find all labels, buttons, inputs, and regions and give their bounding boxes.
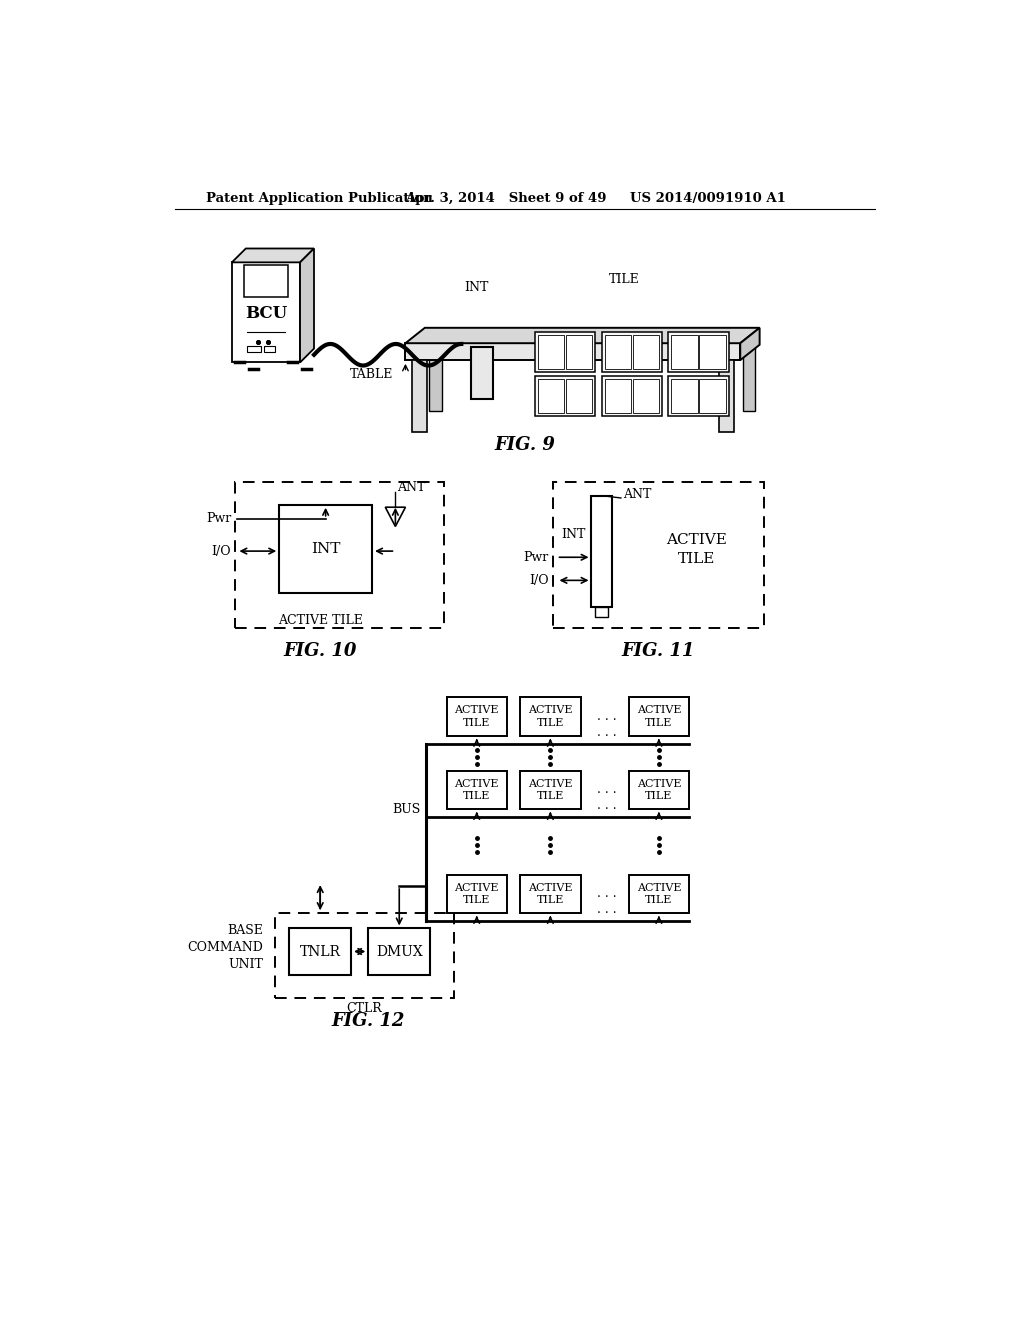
Bar bbox=[412, 360, 427, 432]
Text: INT: INT bbox=[465, 281, 488, 294]
Bar bbox=[275, 913, 454, 998]
Text: ACTIVE
TILE: ACTIVE TILE bbox=[528, 705, 572, 727]
Bar bbox=[446, 875, 507, 913]
Text: ACTIVE
TILE: ACTIVE TILE bbox=[455, 883, 499, 906]
Bar bbox=[520, 875, 581, 913]
Text: FIG. 10: FIG. 10 bbox=[284, 643, 357, 660]
Bar bbox=[369, 928, 430, 974]
Bar bbox=[629, 697, 689, 737]
Bar bbox=[538, 379, 564, 413]
Text: ACTIVE
TILE: ACTIVE TILE bbox=[528, 883, 572, 906]
Bar bbox=[234, 482, 444, 628]
Bar bbox=[520, 697, 581, 737]
Text: INT: INT bbox=[311, 541, 340, 556]
Bar bbox=[633, 379, 658, 413]
Text: Patent Application Publication: Patent Application Publication bbox=[206, 191, 432, 205]
Text: . . .: . . . bbox=[597, 783, 616, 796]
Text: ACTIVE TILE: ACTIVE TILE bbox=[278, 614, 362, 627]
Bar bbox=[633, 335, 658, 368]
Text: TNLR: TNLR bbox=[300, 945, 341, 958]
Text: FIG. 11: FIG. 11 bbox=[622, 643, 695, 660]
Bar bbox=[471, 347, 493, 400]
Bar bbox=[535, 376, 595, 416]
Bar bbox=[719, 360, 734, 432]
Bar bbox=[699, 335, 726, 368]
Text: ACTIVE
TILE: ACTIVE TILE bbox=[667, 533, 727, 566]
Text: FIG. 9: FIG. 9 bbox=[495, 436, 555, 454]
Bar bbox=[604, 379, 631, 413]
Text: US 2014/0091910 A1: US 2014/0091910 A1 bbox=[630, 191, 786, 205]
Text: DMUX: DMUX bbox=[376, 945, 423, 958]
Bar bbox=[245, 265, 288, 297]
Text: I/O: I/O bbox=[211, 545, 231, 557]
Text: . . .: . . . bbox=[597, 903, 616, 916]
Bar bbox=[629, 771, 689, 809]
Polygon shape bbox=[740, 327, 760, 360]
Bar bbox=[604, 335, 631, 368]
Text: TABLE: TABLE bbox=[349, 367, 393, 380]
Polygon shape bbox=[300, 248, 314, 363]
Bar bbox=[699, 379, 726, 413]
Text: ACTIVE
TILE: ACTIVE TILE bbox=[637, 779, 681, 801]
Bar bbox=[406, 343, 740, 360]
Bar bbox=[289, 928, 351, 974]
Text: I/O: I/O bbox=[529, 574, 549, 587]
Text: Pwr: Pwr bbox=[206, 512, 231, 525]
Bar bbox=[672, 335, 697, 368]
Text: . . .: . . . bbox=[597, 710, 616, 723]
Bar bbox=[429, 327, 442, 411]
Text: BASE
COMMAND
UNIT: BASE COMMAND UNIT bbox=[187, 924, 263, 972]
Text: ANT: ANT bbox=[624, 487, 651, 500]
Polygon shape bbox=[406, 327, 760, 343]
Polygon shape bbox=[231, 248, 314, 263]
Bar bbox=[629, 875, 689, 913]
Text: . . .: . . . bbox=[597, 887, 616, 900]
Bar bbox=[446, 697, 507, 737]
Bar bbox=[601, 376, 662, 416]
Bar bbox=[446, 771, 507, 809]
Text: . . .: . . . bbox=[597, 726, 616, 739]
Text: BCU: BCU bbox=[245, 305, 287, 322]
Bar bbox=[669, 376, 729, 416]
Text: ACTIVE
TILE: ACTIVE TILE bbox=[637, 883, 681, 906]
Bar bbox=[601, 331, 662, 372]
Bar bbox=[595, 607, 607, 616]
Text: FIG. 12: FIG. 12 bbox=[332, 1012, 404, 1030]
Bar bbox=[247, 346, 260, 352]
Bar bbox=[566, 379, 592, 413]
Bar bbox=[520, 771, 581, 809]
Bar bbox=[535, 331, 595, 372]
Bar bbox=[566, 335, 592, 368]
Text: ACTIVE
TILE: ACTIVE TILE bbox=[455, 779, 499, 801]
Bar bbox=[263, 346, 275, 352]
Bar bbox=[672, 379, 697, 413]
Bar bbox=[280, 506, 372, 594]
Bar bbox=[669, 331, 729, 372]
Bar bbox=[231, 263, 300, 363]
Text: INT: INT bbox=[561, 528, 586, 541]
Text: BUS: BUS bbox=[392, 803, 420, 816]
Text: ACTIVE
TILE: ACTIVE TILE bbox=[637, 705, 681, 727]
Text: Pwr: Pwr bbox=[523, 550, 549, 564]
Text: ANT: ANT bbox=[397, 482, 425, 495]
Text: TILE: TILE bbox=[608, 273, 639, 286]
Bar bbox=[538, 335, 564, 368]
Bar bbox=[592, 496, 611, 607]
Text: CTLR: CTLR bbox=[346, 1002, 382, 1015]
Text: ACTIVE
TILE: ACTIVE TILE bbox=[528, 779, 572, 801]
Text: . . .: . . . bbox=[597, 800, 616, 813]
Text: Apr. 3, 2014   Sheet 9 of 49: Apr. 3, 2014 Sheet 9 of 49 bbox=[406, 191, 607, 205]
Bar bbox=[742, 327, 755, 411]
Text: ACTIVE
TILE: ACTIVE TILE bbox=[455, 705, 499, 727]
Bar bbox=[553, 482, 764, 628]
